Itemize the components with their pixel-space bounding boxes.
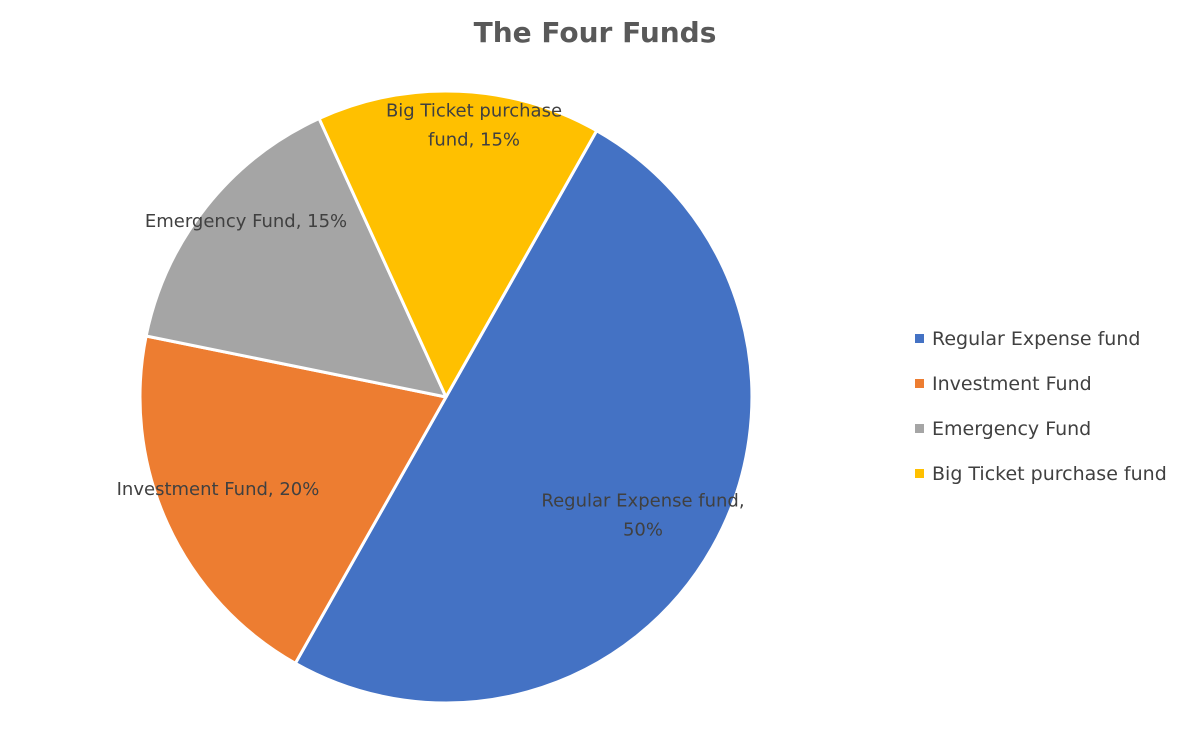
pie-slice-emergency-fund	[144, 117, 448, 399]
data-label-investment-fund: Investment Fund, 20%	[117, 479, 320, 500]
chart-title: The Four Funds	[473, 16, 717, 49]
legend-label: Big Ticket purchase fund	[932, 462, 1167, 485]
legend-item-big-ticket-purchase-fund: Big Ticket purchase fund	[915, 451, 1167, 496]
legend-label: Emergency Fund	[932, 417, 1092, 440]
legend-label: Regular Expense fund	[932, 327, 1141, 350]
data-label-regular-expense-fund: Regular Expense fund, 50%	[541, 491, 744, 541]
pie-slice-regular-expense-fund	[293, 129, 754, 705]
legend-label: Investment Fund	[932, 372, 1092, 395]
legend-item-emergency-fund: Emergency Fund	[915, 406, 1167, 451]
legend-swatch	[915, 424, 924, 433]
pie-data-labels: Regular Expense fund, 50% Investment Fund,…	[117, 101, 745, 541]
pie-slices	[138, 89, 754, 705]
data-label-emergency-fund: Emergency Fund, 15%	[145, 211, 347, 232]
chart-legend: Regular Expense fund Investment Fund Emerg…	[915, 316, 1167, 496]
pie-slice-investment-fund	[138, 334, 448, 665]
legend-swatch	[915, 469, 924, 478]
legend-item-investment-fund: Investment Fund	[915, 361, 1167, 406]
data-label-big-ticket-purchase-fund: Big Ticket purchase fund, 15%	[386, 101, 562, 151]
legend-swatch	[915, 334, 924, 343]
pie-slice-big-ticket-purchase-fund	[317, 89, 599, 399]
legend-swatch	[915, 379, 924, 388]
legend-item-regular-expense-fund: Regular Expense fund	[915, 316, 1167, 361]
